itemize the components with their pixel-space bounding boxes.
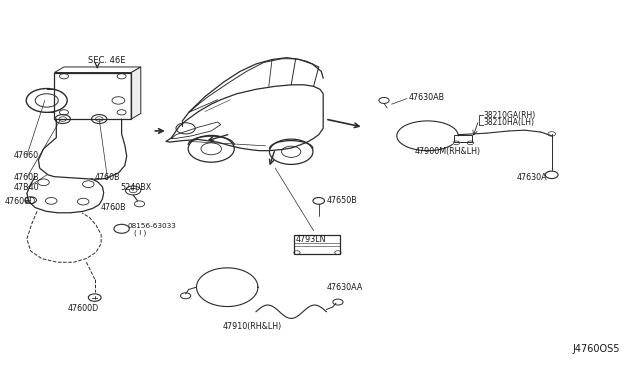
Polygon shape — [54, 67, 141, 73]
Text: 4793LN: 4793LN — [296, 235, 326, 244]
Text: 38210GA(RH): 38210GA(RH) — [484, 111, 536, 120]
Text: 47630AB: 47630AB — [408, 93, 444, 102]
Text: SEC. 46E: SEC. 46E — [88, 56, 126, 65]
Text: 4760B: 4760B — [95, 173, 120, 182]
Text: 08156-63033: 08156-63033 — [128, 223, 177, 229]
Text: 47650B: 47650B — [326, 196, 357, 205]
Bar — [294, 235, 340, 254]
Bar — [54, 73, 131, 119]
Text: 47600D: 47600D — [5, 197, 36, 206]
Text: 47660: 47660 — [14, 151, 39, 160]
Text: J4760OS5: J4760OS5 — [572, 344, 620, 354]
Polygon shape — [131, 67, 141, 119]
Text: 47600D: 47600D — [67, 304, 99, 312]
Text: 47B40: 47B40 — [14, 183, 40, 192]
Text: 5240BX: 5240BX — [120, 183, 152, 192]
Text: 47630AA: 47630AA — [326, 283, 363, 292]
Text: 47630A: 47630A — [517, 173, 548, 182]
Text: 4760B: 4760B — [101, 203, 127, 212]
Text: 38210HA(LH): 38210HA(LH) — [484, 118, 535, 126]
Bar — [454, 135, 472, 142]
Text: 4760B: 4760B — [14, 173, 40, 182]
Text: ( I ): ( I ) — [134, 229, 147, 236]
Text: 47900M(RH&LH): 47900M(RH&LH) — [415, 147, 481, 155]
Text: 47910(RH&LH): 47910(RH&LH) — [223, 322, 282, 331]
